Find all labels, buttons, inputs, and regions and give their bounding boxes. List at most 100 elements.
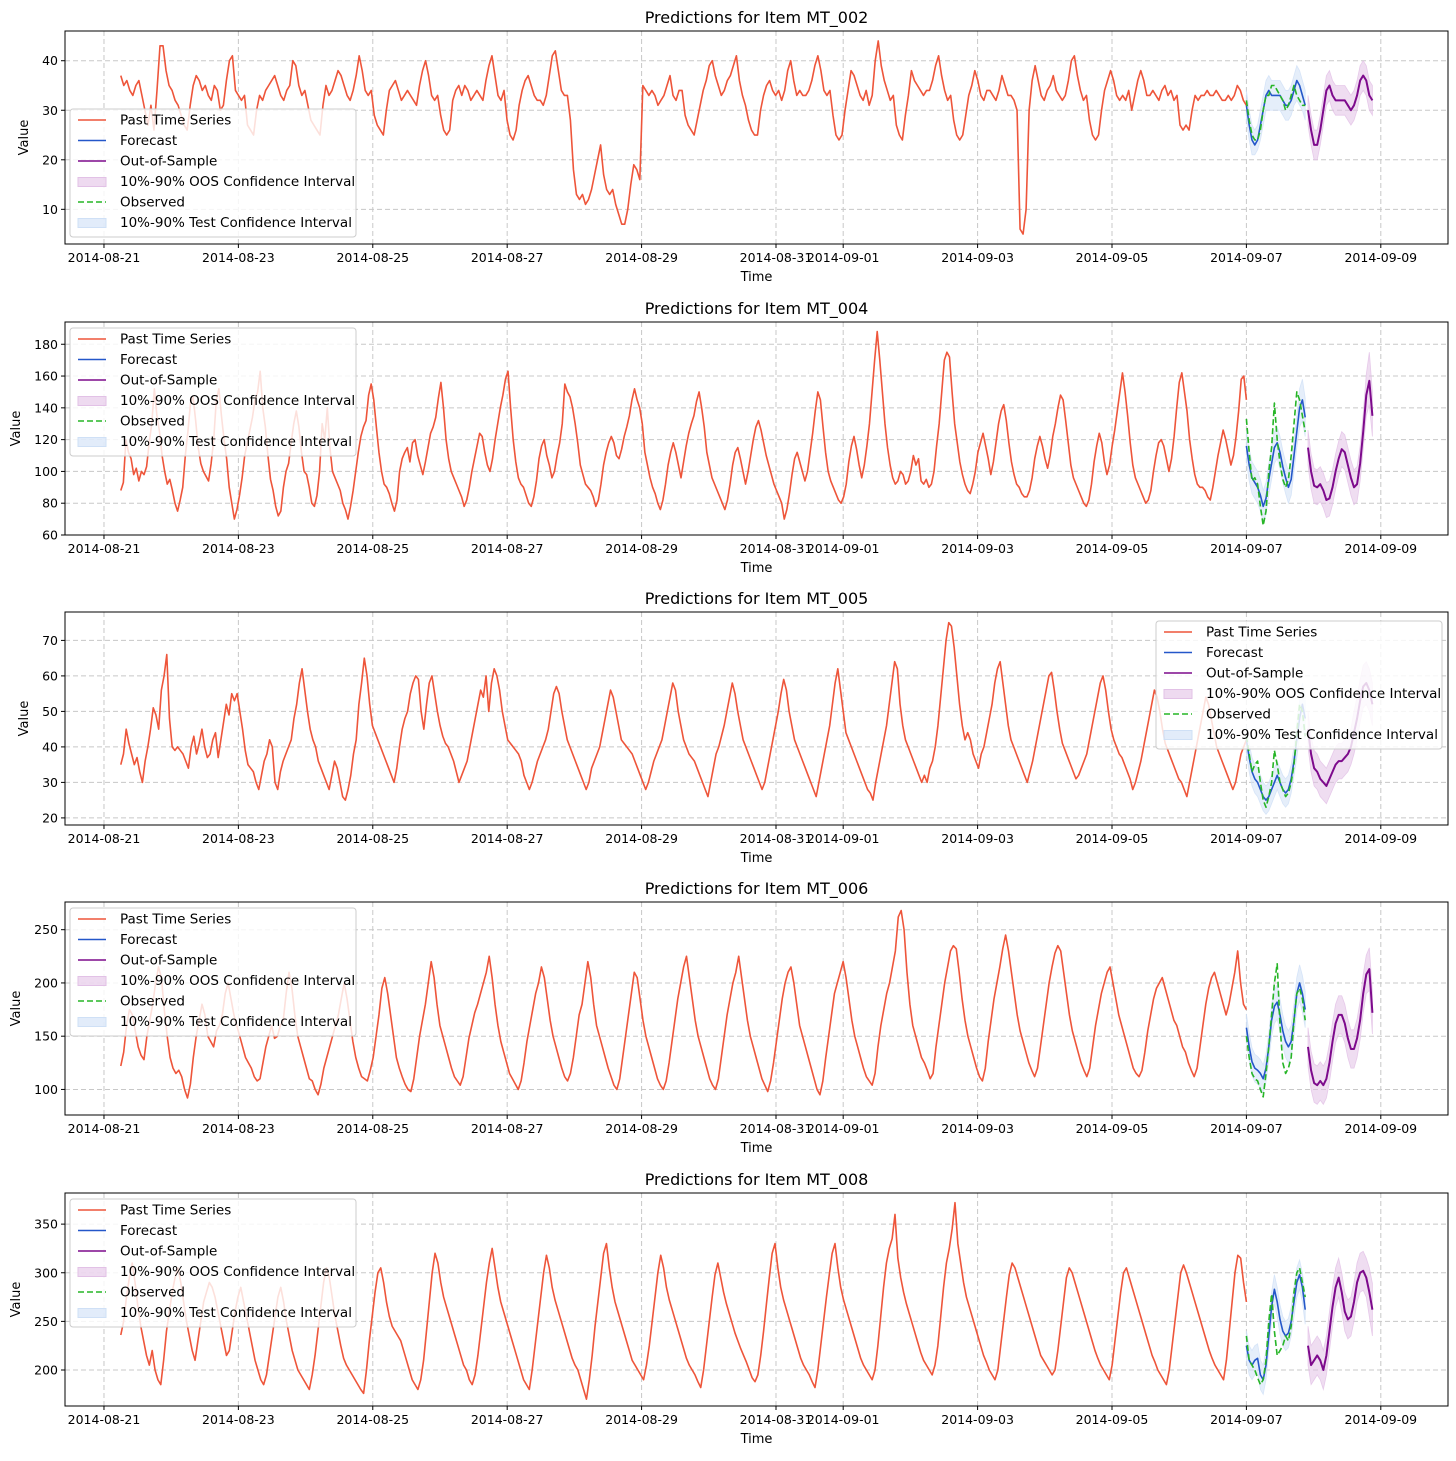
legend-label: 10%-90% Test Confidence Interval	[120, 1305, 352, 1321]
legend-label: Forecast	[120, 1223, 177, 1239]
x-tick-label: 2014-08-29	[605, 1412, 678, 1427]
legend-label: 10%-90% Test Confidence Interval	[1206, 727, 1438, 743]
y-axis-label: Value	[17, 120, 32, 156]
legend-label: Past Time Series	[1206, 625, 1317, 641]
legend-swatch	[77, 218, 107, 228]
legend-label: 10%-90% OOS Confidence Interval	[120, 174, 355, 190]
x-tick-label: 2014-09-03	[941, 541, 1014, 556]
y-tick-label: 60	[42, 528, 58, 543]
y-tick-label: 200	[34, 975, 58, 990]
observed-line	[1245, 962, 1306, 1098]
x-tick-label: 2014-09-05	[1076, 831, 1149, 846]
plot-area	[119, 909, 1374, 1106]
x-tick-label: 2014-08-31	[740, 541, 813, 556]
observed-line	[1245, 391, 1306, 527]
y-axis-label: Value	[9, 991, 24, 1027]
y-tick-label: 100	[34, 1082, 58, 1097]
x-tick-label: 2014-08-31	[740, 1121, 813, 1136]
x-tick-label: 2014-09-07	[1210, 1121, 1283, 1136]
x-tick-label: 2014-08-23	[202, 831, 275, 846]
legend-swatch	[1163, 689, 1193, 699]
x-tick-label: 2014-08-31	[740, 831, 813, 846]
past-series-line	[119, 909, 1248, 1099]
legend-label: Observed	[120, 195, 185, 211]
legend-swatch	[77, 1308, 107, 1318]
forecast-line	[1245, 399, 1306, 508]
oos-confidence-band	[1307, 59, 1373, 161]
x-tick-label: 2014-08-25	[336, 250, 409, 265]
x-tick-label: 2014-08-23	[202, 541, 275, 556]
test-confidence-band	[1245, 64, 1306, 156]
x-tick-label: 2014-09-07	[1210, 831, 1283, 846]
forecast-line	[1245, 79, 1306, 146]
plot-area	[120, 330, 1374, 527]
y-tick-label: 60	[42, 668, 58, 683]
x-tick-label: 2014-08-27	[471, 1121, 544, 1136]
out-of-sample-line	[1307, 379, 1374, 502]
legend-swatch	[77, 1267, 107, 1277]
legend: Past Time Series Forecast Out-of-Sample 10%…	[69, 108, 357, 238]
x-tick-label: 2014-09-03	[941, 1121, 1014, 1136]
axes-frame	[64, 30, 1449, 245]
x-tick-label: 2014-09-09	[1344, 1121, 1417, 1136]
x-tick-label: 2014-08-27	[471, 1412, 544, 1427]
y-tick-label: 250	[34, 922, 58, 937]
x-tick-label: 2014-09-01	[807, 1412, 880, 1427]
x-tick-label: 2014-08-23	[202, 1412, 275, 1427]
legend-box	[69, 108, 357, 238]
x-tick-label: 2014-08-21	[68, 1121, 141, 1136]
legend-label: Observed	[120, 994, 185, 1010]
x-tick-label: 2014-09-01	[807, 1121, 880, 1136]
chart-panel-4: Predictions for Item MT_006 2014-08-21 201…	[9, 879, 1449, 1156]
legend: Past Time Series Forecast Out-of-Sample 10%…	[1155, 620, 1443, 750]
legend-label: Out-of-Sample	[120, 154, 217, 170]
legend-label: Out-of-Sample	[120, 953, 217, 969]
y-tick-label: 30	[42, 775, 58, 790]
legend-label: 10%-90% OOS Confidence Interval	[120, 393, 355, 409]
legend-label: 10%-90% Test Confidence Interval	[120, 1014, 352, 1030]
x-tick-label: 2014-09-01	[807, 541, 880, 556]
axes-frame	[64, 1192, 1449, 1407]
x-tick-label: 2014-09-03	[941, 831, 1014, 846]
legend-label: 10%-90% OOS Confidence Interval	[120, 973, 355, 989]
legend-swatch	[77, 976, 107, 986]
chart-panel-5: Predictions for Item MT_008 2014-08-21 201…	[9, 1170, 1449, 1447]
x-axis-label: Time	[740, 1432, 773, 1447]
legend: Past Time Series Forecast Out-of-Sample 10%…	[69, 327, 357, 457]
past-series-line	[120, 621, 1248, 801]
y-tick-label: 80	[42, 496, 58, 511]
past-series-line	[120, 330, 1248, 520]
x-tick-label: 2014-09-05	[1076, 250, 1149, 265]
legend-box	[69, 327, 357, 457]
y-tick-label: 20	[42, 810, 58, 825]
legend-label: 10%-90% Test Confidence Interval	[120, 434, 352, 450]
legend-label: Past Time Series	[120, 1203, 231, 1219]
x-axis-label: Time	[740, 561, 773, 576]
legend-swatch	[77, 437, 107, 447]
observed-line	[1245, 84, 1306, 141]
x-tick-label: 2014-09-03	[941, 1412, 1014, 1427]
x-tick-label: 2014-08-21	[68, 1412, 141, 1427]
x-tick-label: 2014-08-21	[68, 831, 141, 846]
y-tick-label: 200	[34, 1363, 58, 1378]
y-axis-label: Value	[17, 701, 32, 737]
axes-frame	[64, 901, 1449, 1116]
forecast-line	[1245, 1273, 1306, 1381]
x-axis-label: Time	[740, 1141, 773, 1156]
chart-title: Predictions for Item MT_006	[645, 879, 869, 899]
legend-label: Past Time Series	[120, 113, 231, 129]
x-tick-label: 2014-08-23	[202, 1121, 275, 1136]
x-tick-label: 2014-08-27	[471, 250, 544, 265]
x-axis-label: Time	[740, 851, 773, 866]
legend-swatch	[77, 1017, 107, 1027]
legend-label: Out-of-Sample	[120, 1244, 217, 1260]
legend-label: Forecast	[120, 133, 177, 149]
observed-line	[1245, 1267, 1306, 1386]
chart-title: Predictions for Item MT_005	[645, 589, 869, 609]
legend-label: Past Time Series	[120, 332, 231, 348]
y-tick-label: 250	[34, 1314, 58, 1329]
